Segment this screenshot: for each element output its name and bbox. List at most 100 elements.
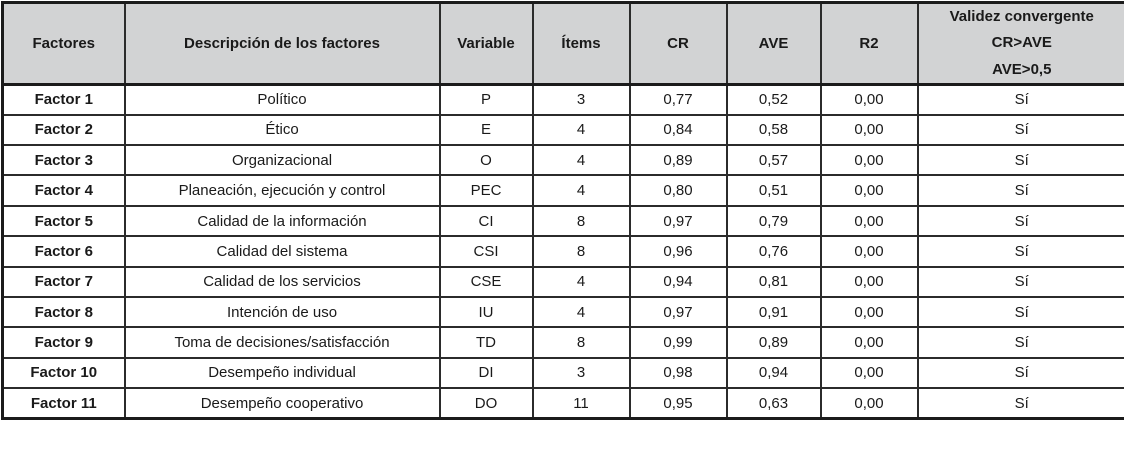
table-row: Factor 2 Ético E 4 0,84 0,58 0,00 Sí <box>1 113 1124 147</box>
table-row: Factor 7 Calidad de los servicios CSE 4 0,94… <box>1 265 1124 298</box>
table-cell: DO <box>438 387 534 420</box>
table-row: Factor 11 Desempeño cooperativo DO 11 0,95 0,… <box>1 387 1124 420</box>
column-header-cr: CR <box>628 1 728 86</box>
table-cell: Calidad del sistema <box>123 235 441 268</box>
table-cell: CI <box>438 204 534 238</box>
table-cell: 0,57 <box>725 144 822 177</box>
table-cell: 0,00 <box>819 356 919 390</box>
table-cell: 0,96 <box>628 235 728 268</box>
table-cell: Intención de uso <box>123 295 441 329</box>
table-cell: Calidad de la información <box>123 204 441 238</box>
table-cell: 0,58 <box>725 113 822 147</box>
factor-label-cell: Factor 11 <box>1 387 126 420</box>
table-cell: 8 <box>531 204 631 238</box>
column-header-descripcion: Descripción de los factores <box>123 1 441 86</box>
table-cell: 0,00 <box>819 204 919 238</box>
table-cell: DI <box>438 356 534 390</box>
table-cell: 0,89 <box>725 326 822 359</box>
factor-label-cell: Factor 8 <box>1 295 126 329</box>
table-cell: Sí <box>916 174 1124 207</box>
factor-label-cell: Factor 10 <box>1 356 126 390</box>
column-header-r2: R2 <box>819 1 919 86</box>
column-header-ave: AVE <box>725 1 822 86</box>
table-cell: Desempeño individual <box>123 356 441 390</box>
column-header-items: Ítems <box>531 1 631 86</box>
factor-label-cell: Factor 2 <box>1 113 126 147</box>
factor-label-cell: Factor 1 <box>1 83 126 116</box>
table-row: Factor 10 Desempeño individual DI 3 0,98 0,94… <box>1 356 1124 390</box>
column-header-factores: Factores <box>1 1 126 86</box>
table-cell: O <box>438 144 534 177</box>
table-cell: 8 <box>531 326 631 359</box>
table-cell: 0,00 <box>819 326 919 359</box>
table-cell: 0,00 <box>819 295 919 329</box>
table-cell: 0,52 <box>725 83 822 116</box>
factor-label-cell: Factor 6 <box>1 235 126 268</box>
table-cell: 4 <box>531 144 631 177</box>
table-row: Factor 5 Calidad de la información CI 8 0,97… <box>1 204 1124 238</box>
table-cell: Desempeño cooperativo <box>123 387 441 420</box>
table-cell: 0,00 <box>819 387 919 420</box>
table-cell: Sí <box>916 356 1124 390</box>
table-cell: 0,00 <box>819 265 919 298</box>
table-cell: Sí <box>916 265 1124 298</box>
table-body: Factor 1 Político P 3 0,77 0,52 0,00 Sí Factor 2… <box>1 83 1124 420</box>
header-row: Factores Descripción de los factores Var… <box>1 1 1124 86</box>
table-cell: 0,94 <box>725 356 822 390</box>
table-cell: P <box>438 83 534 116</box>
table-row: Factor 6 Calidad del sistema CSI 8 0,96 0,76 0… <box>1 235 1124 268</box>
table-cell: 0,77 <box>628 83 728 116</box>
table-cell: Sí <box>916 326 1124 359</box>
table-cell: 4 <box>531 295 631 329</box>
table-cell: 0,80 <box>628 174 728 207</box>
table-cell: Planeación, ejecución y control <box>123 174 441 207</box>
table-cell: 0,99 <box>628 326 728 359</box>
table-cell: 0,00 <box>819 174 919 207</box>
table-cell: 4 <box>531 174 631 207</box>
table-cell: 0,00 <box>819 144 919 177</box>
convergent-validity-table: Factores Descripción de los factores Var… <box>1 1 1124 421</box>
column-header-variable: Variable <box>438 1 534 86</box>
table-cell: CSI <box>438 235 534 268</box>
table-cell: 0,97 <box>628 204 728 238</box>
table-row: Factor 9 Toma de decisiones/satisfacción T… <box>1 326 1124 359</box>
table-cell: Sí <box>916 204 1124 238</box>
table-cell: 3 <box>531 83 631 116</box>
table-cell: 0,63 <box>725 387 822 420</box>
table-cell: Toma de decisiones/satisfacción <box>123 326 441 359</box>
table-cell: CSE <box>438 265 534 298</box>
table-cell: Sí <box>916 295 1124 329</box>
factor-label-cell: Factor 3 <box>1 144 126 177</box>
table-cell: Sí <box>916 235 1124 268</box>
table-cell: 11 <box>531 387 631 420</box>
table-cell: 0,97 <box>628 295 728 329</box>
table-cell: 0,76 <box>725 235 822 268</box>
table-cell: Sí <box>916 83 1124 116</box>
table-cell: TD <box>438 326 534 359</box>
factor-label-cell: Factor 4 <box>1 174 126 207</box>
table-row: Factor 8 Intención de uso IU 4 0,97 0,91 0,00 S… <box>1 295 1124 329</box>
factor-label-cell: Factor 5 <box>1 204 126 238</box>
table-cell: Organizacional <box>123 144 441 177</box>
table-cell: 0,89 <box>628 144 728 177</box>
table-cell: 3 <box>531 356 631 390</box>
table-row: Factor 3 Organizacional O 4 0,89 0,57 0,00 Sí <box>1 144 1124 177</box>
table-cell: 0,95 <box>628 387 728 420</box>
table-cell: 0,00 <box>819 235 919 268</box>
table-cell: 0,51 <box>725 174 822 207</box>
table-cell: E <box>438 113 534 147</box>
table-cell: 0,98 <box>628 356 728 390</box>
table-cell: 0,91 <box>725 295 822 329</box>
table-cell: Político <box>123 83 441 116</box>
column-header-validez-convergente: Validez convergente CR>AVE AVE>0,5 <box>916 1 1124 86</box>
table-row: Factor 1 Político P 3 0,77 0,52 0,00 Sí <box>1 83 1124 116</box>
table-cell: 4 <box>531 265 631 298</box>
table-row: Factor 4 Planeación, ejecución y control P… <box>1 174 1124 207</box>
table-cell: 8 <box>531 235 631 268</box>
table-cell: IU <box>438 295 534 329</box>
factor-label-cell: Factor 7 <box>1 265 126 298</box>
table-cell: 0,79 <box>725 204 822 238</box>
factor-label-cell: Factor 9 <box>1 326 126 359</box>
table-cell: Sí <box>916 144 1124 177</box>
